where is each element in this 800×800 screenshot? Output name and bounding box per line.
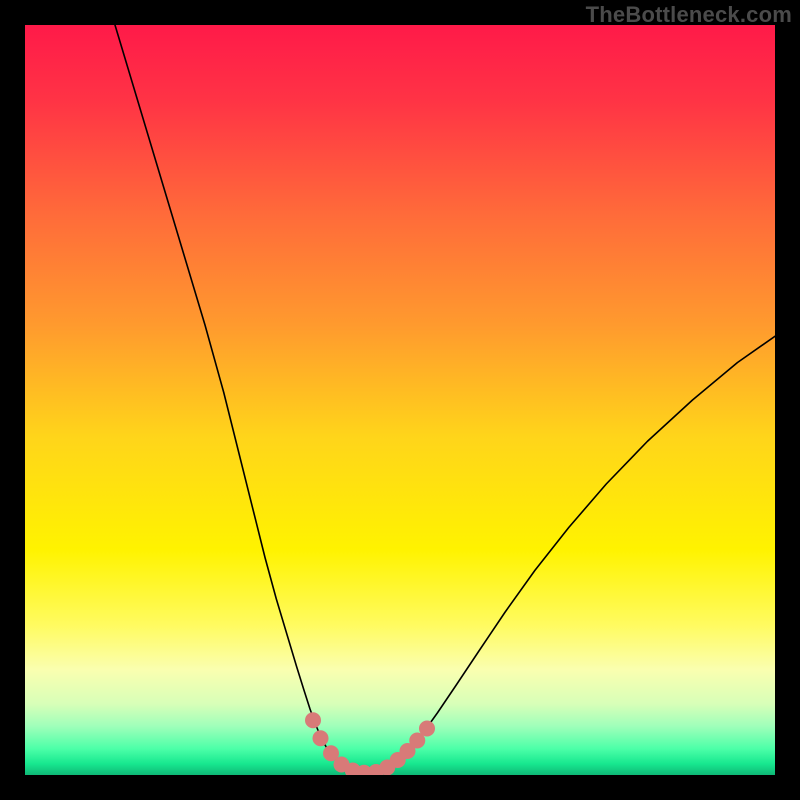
curve-marker: [313, 730, 329, 746]
chart-svg: [25, 25, 775, 775]
outer-frame: TheBottleneck.com: [0, 0, 800, 800]
chart-background: [25, 25, 775, 775]
plot-area: [25, 25, 775, 775]
curve-marker: [305, 712, 321, 728]
watermark-text: TheBottleneck.com: [586, 2, 792, 28]
curve-marker: [419, 721, 435, 737]
